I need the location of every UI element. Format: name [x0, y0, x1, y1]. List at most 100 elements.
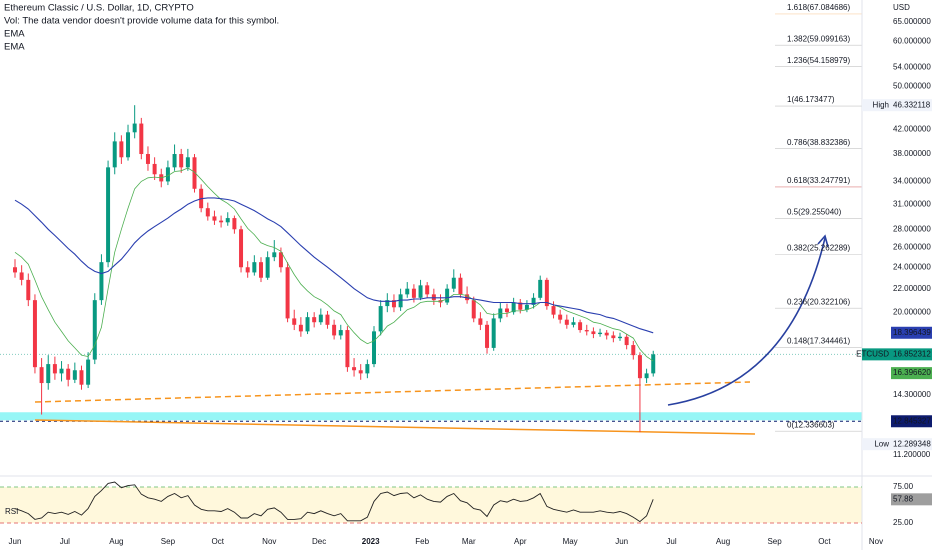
x-tick-label: Oct	[818, 537, 831, 546]
candle-body	[518, 302, 523, 310]
candle-body	[345, 330, 350, 368]
candle-body	[604, 332, 609, 336]
candle-body	[624, 336, 629, 346]
candle-body	[318, 314, 323, 323]
price-badge	[891, 438, 932, 451]
candle-body	[99, 262, 104, 301]
candle-body	[418, 285, 423, 298]
candle-body	[165, 167, 170, 182]
candle-body	[252, 262, 257, 273]
price-badge	[891, 348, 932, 361]
candle-body	[325, 314, 330, 325]
price-badge	[891, 367, 932, 380]
x-tick-label: Feb	[415, 537, 429, 546]
candle-body	[305, 317, 310, 332]
candle-body	[212, 216, 217, 221]
price-badge-label: 16.852312	[893, 349, 931, 358]
candle-body	[504, 308, 509, 313]
candle-body	[358, 370, 363, 374]
candle-body	[232, 218, 237, 230]
candle-body	[478, 318, 483, 325]
trendline	[34, 419, 756, 435]
x-tick-label: Mar	[462, 537, 476, 546]
currency-label: USD	[893, 3, 910, 12]
symbol-title: Ethereum Classic / U.S. Dollar, 1D, CRYP…	[4, 3, 194, 14]
candle-body	[411, 288, 416, 298]
y-tick-label: 11.200000	[893, 450, 931, 459]
candle-body	[285, 267, 290, 319]
candle-body	[544, 279, 549, 307]
indicator-label: EMA	[4, 42, 25, 53]
candle-body	[13, 267, 17, 273]
candle-body	[185, 157, 190, 168]
candle-body	[258, 262, 263, 278]
badge-tag	[862, 99, 891, 112]
rsi-tick-label: 25.00	[893, 518, 914, 527]
candle-body	[126, 132, 131, 158]
y-tick-label: 14.300000	[893, 390, 931, 399]
fib-label: 0.236(20.322106)	[787, 297, 851, 306]
candle-body	[398, 294, 403, 308]
candle-body	[558, 314, 563, 320]
candle-body	[298, 324, 303, 332]
candle-body	[239, 229, 244, 268]
candle-body	[192, 157, 197, 189]
candle-body	[385, 300, 390, 307]
candle-body	[365, 364, 370, 374]
x-tick-label: Dec	[312, 537, 326, 546]
candle-body	[405, 288, 410, 295]
x-tick-label: Jul	[60, 537, 70, 546]
candle-body	[119, 141, 124, 158]
price-badge	[891, 99, 932, 112]
candle-body	[644, 373, 649, 379]
candle-body	[391, 300, 396, 308]
candle-body	[86, 359, 91, 385]
fib-label: 0.382(25.262289)	[787, 244, 851, 253]
y-tick-label: 24.000000	[893, 262, 931, 271]
candle-body	[584, 330, 589, 332]
x-tick-label: Nov	[869, 537, 883, 546]
support-zone	[0, 412, 862, 421]
x-tick-label: 2023	[362, 537, 380, 546]
candle-body	[531, 297, 536, 305]
badge-tag	[862, 348, 891, 361]
candle-body	[591, 331, 596, 335]
candle-body	[637, 355, 642, 379]
y-tick-label: 54.000000	[893, 63, 931, 72]
candle-body	[52, 364, 57, 374]
candle-body	[471, 300, 476, 319]
x-tick-label: Oct	[212, 537, 225, 546]
candle-body	[172, 154, 177, 168]
candle-body	[312, 317, 317, 323]
candle-body	[618, 336, 622, 339]
candle-body	[79, 370, 84, 385]
y-tick-label: 22.000000	[893, 284, 931, 293]
candle-body	[179, 154, 184, 168]
candle-body	[524, 304, 529, 310]
candle-body	[651, 354, 656, 374]
candle-body	[26, 279, 31, 301]
y-tick-label: 28.000000	[893, 224, 931, 233]
candle-body	[378, 306, 383, 332]
fib-label: 0.5(29.255040)	[787, 208, 842, 217]
price-badge-label: 16.396620	[893, 368, 931, 377]
y-tick-label: 65.000000	[893, 17, 931, 26]
fib-label: 0.786(38.832386)	[787, 138, 851, 147]
y-tick-label: 60.000000	[893, 37, 931, 46]
price-badge-label: 46.332118	[893, 100, 931, 109]
y-tick-label: 31.000000	[893, 199, 931, 208]
rsi-badge-label: 57.88	[893, 494, 914, 503]
candle-body	[46, 364, 51, 384]
price-badge-label: 18.396439	[893, 328, 931, 337]
candle-body	[491, 318, 496, 348]
candle-body	[145, 154, 150, 164]
fib-label: 1(46.173477)	[787, 95, 835, 104]
candle-body	[112, 141, 117, 168]
badge-tag-label: ETCUSD	[856, 349, 889, 358]
y-tick-label: 20.000000	[893, 307, 931, 316]
indicator-label: EMA	[4, 29, 25, 40]
candle-body	[265, 257, 270, 278]
fib-label: 0(12.336603)	[787, 420, 835, 429]
